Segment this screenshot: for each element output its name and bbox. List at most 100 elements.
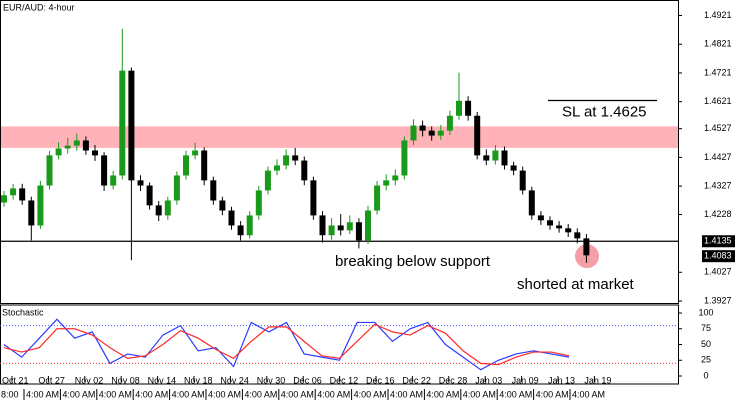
candle-body <box>64 145 71 149</box>
candle-body <box>110 175 117 186</box>
stoch-line <box>3 318 570 371</box>
time-label: 4:00 AM <box>244 389 277 399</box>
y-tick-label: 1.4427 <box>704 152 732 162</box>
candle-body <box>337 225 344 231</box>
candle-body <box>437 130 444 136</box>
y-tick-label: 25 <box>701 355 711 365</box>
candle-body <box>537 215 544 221</box>
candle-body <box>565 228 572 233</box>
candle-body <box>365 210 371 241</box>
candle-body <box>228 210 235 226</box>
x-tick-label: Jan 03 <box>475 375 502 385</box>
candle-body <box>319 215 326 236</box>
stoch-line <box>3 323 570 366</box>
candle-body <box>73 140 80 146</box>
candle-body <box>310 180 317 216</box>
resistance-zone <box>0 126 678 148</box>
candle-body <box>392 175 399 181</box>
support-box <box>702 235 735 248</box>
candle-body <box>583 238 590 256</box>
panel-title: Stochastic <box>2 307 44 317</box>
candle-body <box>219 200 226 211</box>
y-tick-label: 1.4527 <box>704 123 732 133</box>
time-label: 4:00 AM <box>390 389 423 399</box>
candle-body <box>246 215 253 236</box>
candle-body <box>210 180 217 201</box>
x-tick-label: Oct 21 <box>2 375 29 385</box>
candle-body <box>355 222 362 241</box>
candle-body <box>264 170 271 191</box>
candle-body <box>374 185 381 211</box>
title-bg <box>1 1 89 15</box>
candle-body <box>155 205 162 216</box>
candle-body <box>519 170 526 191</box>
candle-body <box>146 185 153 206</box>
candle-body <box>301 160 308 181</box>
candle-body <box>419 125 426 131</box>
candle-body <box>346 222 353 231</box>
candle-body <box>46 155 53 186</box>
time-label: 4:00 AM <box>172 389 205 399</box>
last-price-label: 1.4083 <box>704 251 732 261</box>
x-tick-label: Oct 27 <box>38 375 65 385</box>
candle-body <box>237 225 244 236</box>
candle-body <box>37 185 44 226</box>
candle-body <box>164 200 171 216</box>
chart-title: EUR/AUD: 4-hour <box>3 2 75 12</box>
last-price-box <box>702 250 735 263</box>
time-label: 4:00 AM <box>135 389 168 399</box>
x-tick-label: Nov 24 <box>220 375 249 385</box>
time-label: 4:00 AM <box>317 389 350 399</box>
x-tick-label: Nov 18 <box>184 375 213 385</box>
candle-body <box>1 195 7 203</box>
candle-body <box>292 155 299 161</box>
candle-body <box>192 150 199 156</box>
x-tick-label: Dec 06 <box>293 375 322 385</box>
y-tick-label: 100 <box>698 307 713 317</box>
candle-body <box>55 148 62 156</box>
candle-body <box>401 140 408 176</box>
candle-body <box>173 175 180 201</box>
y-tick-label: 1.4027 <box>704 267 732 277</box>
x-tick-label: Nov 02 <box>75 375 104 385</box>
candle-body <box>137 180 144 186</box>
time-label: 4:00 AM <box>26 389 59 399</box>
y-tick-label: 0 <box>703 370 708 380</box>
x-tick-label: Nov 08 <box>111 375 140 385</box>
x-tick-label: Jan 19 <box>584 375 611 385</box>
x-tick-label: Dec 28 <box>439 375 468 385</box>
candle-body <box>501 150 508 166</box>
time-label: 4:00 AM <box>463 389 496 399</box>
candle-body <box>556 225 563 229</box>
candle-body <box>328 225 335 236</box>
candle-body <box>446 115 453 131</box>
break-text: breaking below support <box>335 253 491 270</box>
candle-body <box>82 140 89 151</box>
candle-body <box>255 190 262 216</box>
y-tick-label: 50 <box>701 339 711 349</box>
time-label: 4:00 AM <box>208 389 241 399</box>
candle-body <box>465 100 472 116</box>
candle-body <box>183 155 189 176</box>
candle-body <box>383 180 390 186</box>
x-tick-label: Dec 22 <box>402 375 431 385</box>
y-tick-label: 1.4621 <box>704 96 732 106</box>
sl-text: SL at 1.4625 <box>562 103 647 120</box>
candle-body <box>492 150 499 161</box>
time-label: 4:00 AM <box>62 389 95 399</box>
y-tick-label: 1.4228 <box>704 209 732 219</box>
y-tick-label: 1.4327 <box>704 180 732 190</box>
candle-body <box>547 220 553 226</box>
candle-body <box>283 155 290 166</box>
x-tick-label: Dec 12 <box>330 375 359 385</box>
candle-body <box>456 100 462 116</box>
support-label: 1.4135 <box>704 236 732 246</box>
y-tick-label: 1.4721 <box>704 67 732 77</box>
candle-body <box>19 188 26 201</box>
time-label: 4:00 AM <box>572 389 605 399</box>
y-tick-label: 75 <box>701 323 711 333</box>
time-label: 4:00 AM <box>426 389 459 399</box>
candle-body <box>428 130 435 136</box>
candle-body <box>10 188 17 196</box>
